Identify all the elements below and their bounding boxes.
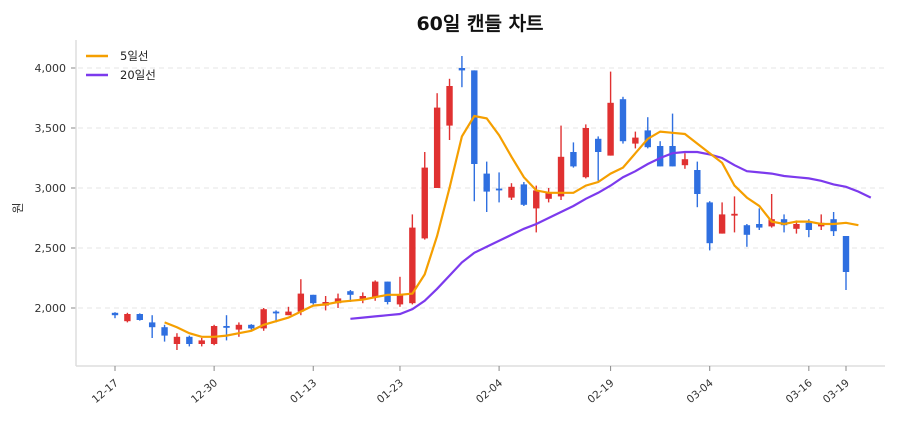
candle-up	[433, 93, 441, 188]
x-tick-label: 02-19	[585, 377, 616, 406]
x-tick-label: 03-19	[821, 377, 852, 406]
candle-up	[297, 279, 305, 316]
ma5-line	[164, 114, 859, 338]
legend-ma5-label: 5일선	[120, 49, 148, 63]
candle-up	[359, 292, 366, 304]
candle-down	[148, 315, 156, 338]
candle-up	[731, 196, 738, 233]
candle-up	[446, 78, 453, 140]
candle-down	[458, 56, 466, 88]
candle-down	[694, 161, 701, 208]
candle-down	[656, 141, 664, 167]
x-tick-label: 12-30	[189, 377, 220, 406]
candles	[111, 56, 850, 350]
x-tick-label: 02-04	[474, 377, 505, 406]
y-tick-label: 2,000	[35, 302, 67, 315]
candle-up	[198, 338, 205, 347]
candle-up	[545, 188, 552, 203]
candle-up	[508, 183, 515, 200]
candle-down	[669, 113, 676, 167]
candle-down	[595, 136, 602, 181]
candle-down	[706, 201, 713, 251]
x-tick-label: 01-23	[375, 377, 406, 406]
candle-down	[570, 142, 577, 168]
candle-up	[260, 308, 267, 331]
candle-down	[136, 313, 143, 321]
candle-up	[582, 124, 590, 179]
candle-down	[743, 224, 751, 247]
y-axis-ticks: 2,000 2,500 3,000 3,500 4,000	[35, 62, 76, 315]
candle-up	[334, 293, 342, 308]
candle-down	[186, 335, 193, 347]
candle-down	[471, 70, 478, 202]
candle-up	[607, 71, 614, 156]
y-tick-label: 3,500	[35, 122, 67, 135]
candle-up	[235, 322, 243, 337]
legend-ma20-label: 20일선	[120, 68, 156, 82]
candle-down	[644, 117, 651, 149]
x-axis-ticks: 12-17 12-30 01-13 01-23 02-04 02-19 03-04 03-16…	[90, 366, 852, 406]
candle-up	[124, 312, 131, 323]
legend: 5일선 20일선	[86, 49, 156, 82]
candle-up	[818, 214, 825, 230]
candle-up	[173, 333, 181, 350]
candle-up	[557, 125, 565, 200]
candle-up	[210, 324, 218, 346]
x-tick-label: 12-17	[90, 377, 121, 406]
x-tick-label: 03-16	[784, 377, 815, 406]
candle-down	[248, 324, 255, 330]
x-tick-label: 03-04	[685, 377, 716, 406]
y-tick-label: 2,500	[35, 242, 67, 255]
candle-up	[718, 202, 726, 234]
candle-down	[495, 172, 503, 203]
ma20-line	[350, 150, 872, 320]
candle-up	[421, 152, 428, 240]
candle-up	[409, 214, 416, 305]
gridlines	[78, 67, 885, 309]
y-tick-label: 4,000	[35, 62, 67, 75]
candle-up	[285, 306, 292, 316]
y-tick-label: 3,000	[35, 182, 67, 195]
candle-down	[842, 236, 850, 290]
candle-down	[756, 208, 763, 230]
y-axis-label: 원	[11, 202, 25, 213]
candle-up	[681, 153, 689, 169]
candle-down	[384, 281, 391, 305]
candle-up	[632, 131, 639, 149]
x-tick-label: 01-13	[288, 377, 319, 406]
candle-down	[520, 182, 528, 206]
candle-down	[161, 324, 168, 342]
candle-down	[619, 96, 627, 144]
candle-down	[483, 161, 490, 212]
candle-up	[396, 276, 404, 307]
candle-down	[310, 294, 317, 305]
chart-title: 60일 캔들 차트	[416, 13, 543, 35]
candle-down	[111, 312, 119, 319]
